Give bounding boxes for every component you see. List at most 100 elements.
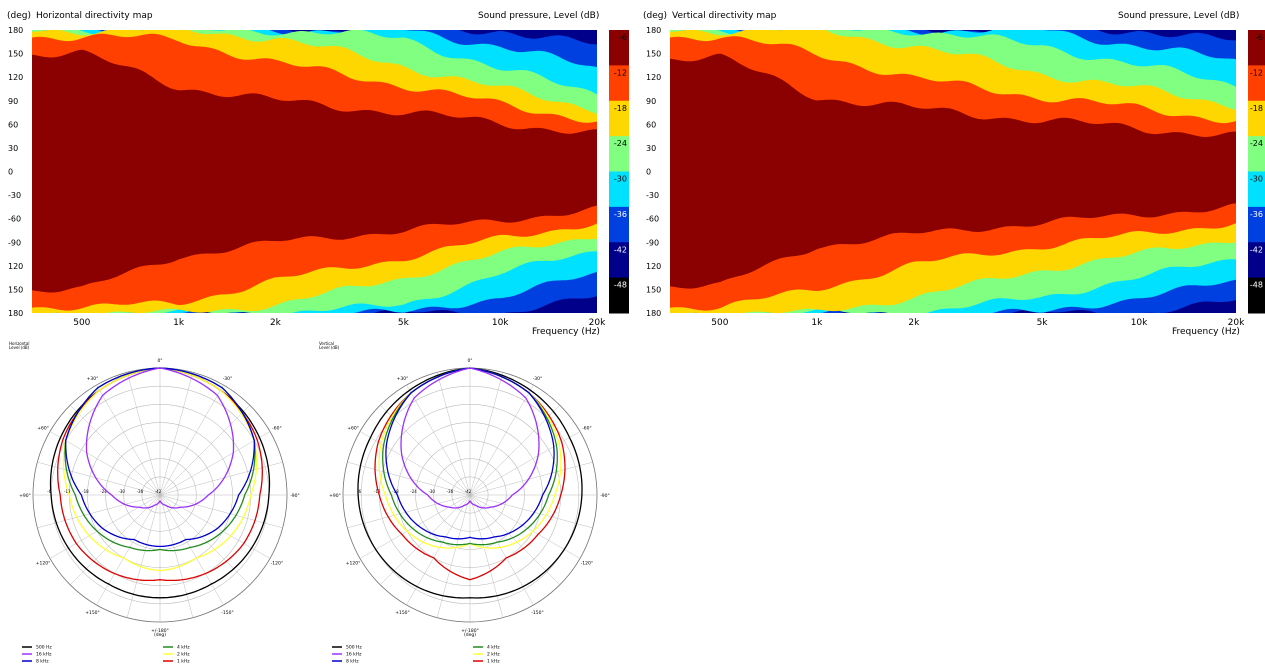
polar-angle-label: -150° xyxy=(531,610,543,616)
polar-spoke xyxy=(96,384,161,496)
map-xtick-label: 5k xyxy=(1037,318,1049,328)
polar-angle-label: +120° xyxy=(36,561,51,567)
legend-label: 1 kHz xyxy=(177,659,190,664)
colorbar-tick-label: -6 xyxy=(1255,33,1263,42)
map-colorbar-label: Sound pressure, Level (dB) xyxy=(478,11,600,21)
map-ytick-label: -90 xyxy=(646,238,659,247)
map-xtick-label: 1k xyxy=(173,318,185,328)
polar-ring-label: -6 xyxy=(357,489,361,494)
map-plot: 500 1k 2k 5k 10k 20k 180 150 120 90 60 30 0 -30 -60 -9… xyxy=(8,26,629,328)
colorbar-swatch xyxy=(609,65,629,102)
polar-series-16-khz xyxy=(400,367,540,509)
colorbar-tick-label: -36 xyxy=(614,210,627,219)
colorbar-tick-label: -30 xyxy=(614,175,627,184)
polar-ring-label: -24 xyxy=(410,489,417,494)
polar-spoke xyxy=(359,494,471,559)
polar-spoke xyxy=(159,372,194,496)
polar-angle-label: +90° xyxy=(19,493,31,499)
map-yticks: 180 150 120 90 60 30 0 -30 -60 -90 120 150 180 xyxy=(646,26,661,318)
map-ytick-label: 150 xyxy=(646,50,661,59)
colorbar-tick-label: -48 xyxy=(614,281,627,290)
polar-spoke xyxy=(469,384,534,496)
map-ytick-label: 180 xyxy=(8,26,23,35)
polar-spoke xyxy=(49,431,161,496)
polar-spoke xyxy=(469,494,534,606)
polar-spoke xyxy=(159,494,283,529)
polar-ring-label: -18 xyxy=(82,489,89,494)
map-xtick-label: 1k xyxy=(811,318,823,328)
colorbar-swatch xyxy=(609,100,629,137)
colorbar-tick-label: -6 xyxy=(619,33,627,42)
map-yticks: 180 150 120 90 60 30 0 -30 -60 -90 120 150 180 xyxy=(8,26,23,318)
map-ytick-label: 150 xyxy=(8,50,23,59)
legend-label: 4 kHz xyxy=(177,645,190,651)
polar-angle-label: 0° xyxy=(157,358,162,364)
colorbar-swatch xyxy=(609,136,629,172)
colorbar-swatch xyxy=(609,206,629,243)
polar-angle-label: -90° xyxy=(290,493,300,499)
polar-spoke xyxy=(436,372,471,496)
map-ylabel: (deg) xyxy=(643,11,667,21)
colorbar-tick-label: -24 xyxy=(614,139,627,148)
colorbar-tick-label: -42 xyxy=(1250,245,1263,254)
map-ytick-label: 180 xyxy=(646,26,661,35)
colorbar-tick-label: -12 xyxy=(614,68,627,77)
map-ytick-label: 60 xyxy=(646,120,656,129)
map-ytick-label: 90 xyxy=(646,97,656,106)
map-xtick-label: 2k xyxy=(908,318,920,328)
legend-label: 500 Hz xyxy=(346,645,362,651)
polar-ring-label: -6 xyxy=(47,489,51,494)
map-ytick-label: -60 xyxy=(646,215,659,224)
polar-angle-label: +60° xyxy=(37,426,49,432)
polar-spoke xyxy=(347,494,471,529)
polar-ring-label: -36 xyxy=(447,489,454,494)
map-band-levelm6 xyxy=(32,105,597,235)
colorbar-swatch xyxy=(609,171,629,208)
polar-spoke xyxy=(70,405,161,496)
colorbar-swatch xyxy=(609,277,629,314)
map-colorbar: -6 -12 -18 -24 -30 -36 -42 -48 xyxy=(1248,30,1265,314)
legend-label: 8 kHz xyxy=(346,659,359,664)
polar-ring-label: -12 xyxy=(374,489,381,494)
polar-angle-label: +30° xyxy=(397,376,409,382)
polar-angle-label: +90° xyxy=(329,493,341,499)
map-bands xyxy=(32,30,597,313)
map-ytick-label: 180 xyxy=(8,309,23,318)
map-plot: 500 1k 2k 5k 10k 20k 180 150 120 90 60 30 0 -30 -60 -9… xyxy=(646,26,1265,328)
polar-ring-label: -42 xyxy=(155,489,162,494)
map-ytick-label: 0 xyxy=(8,168,13,177)
polar-ring-label: -30 xyxy=(118,489,125,494)
polar-spoke xyxy=(126,372,161,496)
map-band-levelm6 xyxy=(670,105,1236,235)
map-colorbar-label: Sound pressure, Level (dB) xyxy=(1118,11,1240,21)
map-xlabel: Frequency (Hz) xyxy=(1172,327,1240,337)
colorbar-tick-label: -30 xyxy=(1250,175,1263,184)
polar-spoke xyxy=(436,494,471,618)
polar-svg: 0° -30° -60° -90° -120° -150° +/-180° +150° +120… xyxy=(329,358,610,664)
polar-spoke xyxy=(469,405,560,496)
polar-series-16-khz xyxy=(85,367,235,509)
vertical-polar-plot: Vertical Level (dB) 0° -30° -60° -90° -120° -… xyxy=(310,340,630,664)
polar-angle-label: +/-180° xyxy=(461,628,479,634)
polar-angle-label: -120° xyxy=(271,561,283,567)
legend-label: 2 kHz xyxy=(177,652,190,658)
colorbar-swatch xyxy=(609,30,629,66)
colorbar-swatch xyxy=(1248,136,1265,172)
map-xtick-label: 500 xyxy=(73,318,90,328)
map-xtick-label: 2k xyxy=(270,318,282,328)
map-ylabel: (deg) xyxy=(7,11,31,21)
polar-angle-label: +30° xyxy=(87,376,99,382)
polar-angle-label: -60° xyxy=(272,426,282,432)
colorbar-swatch xyxy=(1248,242,1265,279)
colorbar-tick-label: -18 xyxy=(1250,104,1263,113)
polar-header: Horizontal xyxy=(9,341,30,346)
map-xtick-label: 500 xyxy=(711,318,728,328)
map-ytick-label: 150 xyxy=(8,285,23,294)
polar-header-level: Level (dB) xyxy=(9,345,30,350)
polar-angle-label: -90° xyxy=(600,493,610,499)
map-ytick-label: 90 xyxy=(8,97,18,106)
map-bands xyxy=(670,30,1236,313)
legend-label: 4 kHz xyxy=(487,645,500,651)
polar-deg-label: (deg) xyxy=(464,632,476,638)
polar-spoke xyxy=(469,494,593,529)
